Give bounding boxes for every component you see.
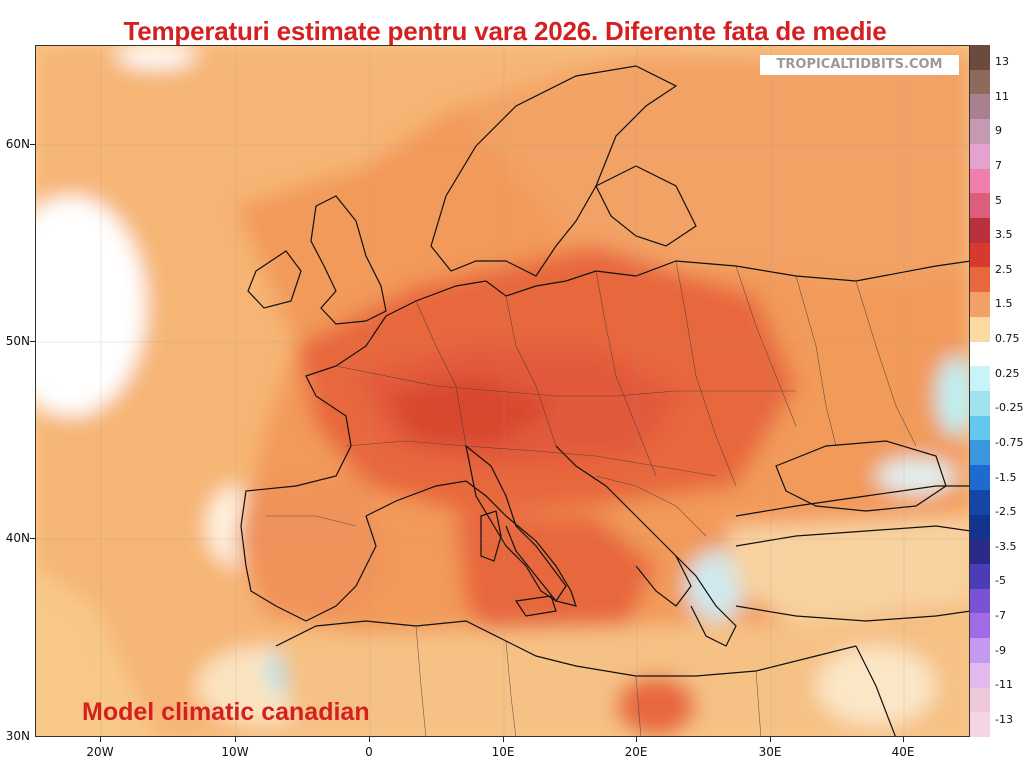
colorbar-label: -1.5	[995, 470, 1017, 484]
colorbar-label: -9	[995, 643, 1006, 657]
colorbar-label: 7	[995, 158, 1002, 172]
colorbar-segment	[970, 94, 990, 120]
lon-label-0: 0	[365, 745, 373, 759]
colorbar-label: 9	[995, 124, 1002, 138]
colorbar-segment	[970, 267, 990, 293]
lon-tick	[770, 737, 771, 742]
colorbar-label: -0.75	[995, 435, 1024, 449]
colorbar-segment	[970, 539, 990, 565]
colorbar-label: 1.5	[995, 297, 1013, 311]
lat-label-50n: 50N	[5, 334, 30, 348]
map-title: Temperaturi estimate pentru vara 2026. D…	[123, 16, 887, 46]
colorbar-segment	[970, 292, 990, 318]
lon-label-20e: 20E	[624, 745, 648, 759]
lat-tick	[30, 538, 35, 539]
lat-label-40n: 40N	[5, 531, 30, 545]
colorbar-segment	[970, 613, 990, 639]
lat-tick	[30, 144, 35, 145]
model-caption: Model climatic canadian	[82, 698, 370, 726]
colorbar-segment	[970, 69, 990, 95]
colorbar-segment	[970, 662, 990, 689]
anomaly-fields	[36, 46, 969, 736]
colorbar-label: 13	[995, 55, 1009, 68]
colorbar-label: -13	[995, 713, 1013, 726]
colorbar-segment	[970, 168, 990, 194]
colorbar-segment	[970, 588, 990, 614]
colorbar-label: 11	[995, 89, 1009, 103]
lon-label-30e: 30E	[758, 745, 782, 759]
colorbar-segment	[970, 415, 990, 441]
colorbar-segment	[970, 119, 990, 145]
country-borders	[266, 260, 917, 736]
colorbar-label: 0.25	[995, 366, 1020, 380]
colorbar-label: -2.5	[995, 505, 1017, 519]
colorbar-segment	[970, 440, 990, 466]
watermark: TROPICALTIDBITS.COM	[760, 55, 959, 75]
colorbar-segment	[970, 218, 990, 244]
colorbar-label: 0.75	[995, 332, 1020, 346]
colorbar-label: 5	[995, 193, 1002, 207]
lon-label-10e: 10E	[491, 745, 515, 759]
colorbar-label: 2.5	[995, 262, 1013, 276]
lon-label-40e: 40E	[891, 745, 915, 759]
temperature-anomaly-map	[35, 45, 970, 737]
colorbar-label: -7	[995, 609, 1006, 623]
colorbar-segment	[970, 45, 990, 71]
colorbar-label: -3.5	[995, 539, 1017, 553]
colorbar-segment	[970, 391, 990, 417]
colorbar-segment	[970, 712, 990, 738]
colorbar-segment	[970, 687, 990, 713]
colorbar-segment	[970, 242, 990, 268]
colorbar-label: -5	[995, 574, 1006, 588]
colorbar	[970, 45, 990, 738]
colorbar-label: 3.5	[995, 228, 1013, 242]
colorbar-segment	[970, 638, 990, 664]
map-canvas	[36, 46, 969, 736]
colorbar-label: -11	[995, 678, 1013, 692]
colorbar-segment	[970, 193, 990, 219]
lat-tick	[30, 341, 35, 342]
lon-tick	[636, 737, 637, 742]
lon-tick	[903, 737, 904, 742]
colorbar-segment	[970, 366, 990, 392]
lon-tick	[100, 737, 101, 742]
colorbar-segment	[970, 564, 990, 590]
colorbar-segment	[970, 514, 990, 540]
lon-label-20w: 20W	[86, 745, 114, 759]
lat-label-60n: 60N	[5, 137, 30, 151]
colorbar-segment	[970, 465, 990, 491]
lon-label-10w: 10W	[221, 745, 249, 759]
lon-tick	[369, 737, 370, 742]
lat-label-30n: 30N	[5, 729, 30, 743]
colorbar-segment	[970, 341, 990, 367]
colorbar-segment	[970, 316, 990, 343]
colorbar-segment	[970, 489, 990, 516]
colorbar-label: -0.25	[995, 401, 1024, 415]
colorbar-segment	[970, 143, 990, 170]
gridlines	[36, 46, 969, 736]
lon-tick	[235, 737, 236, 742]
lon-tick	[503, 737, 504, 742]
